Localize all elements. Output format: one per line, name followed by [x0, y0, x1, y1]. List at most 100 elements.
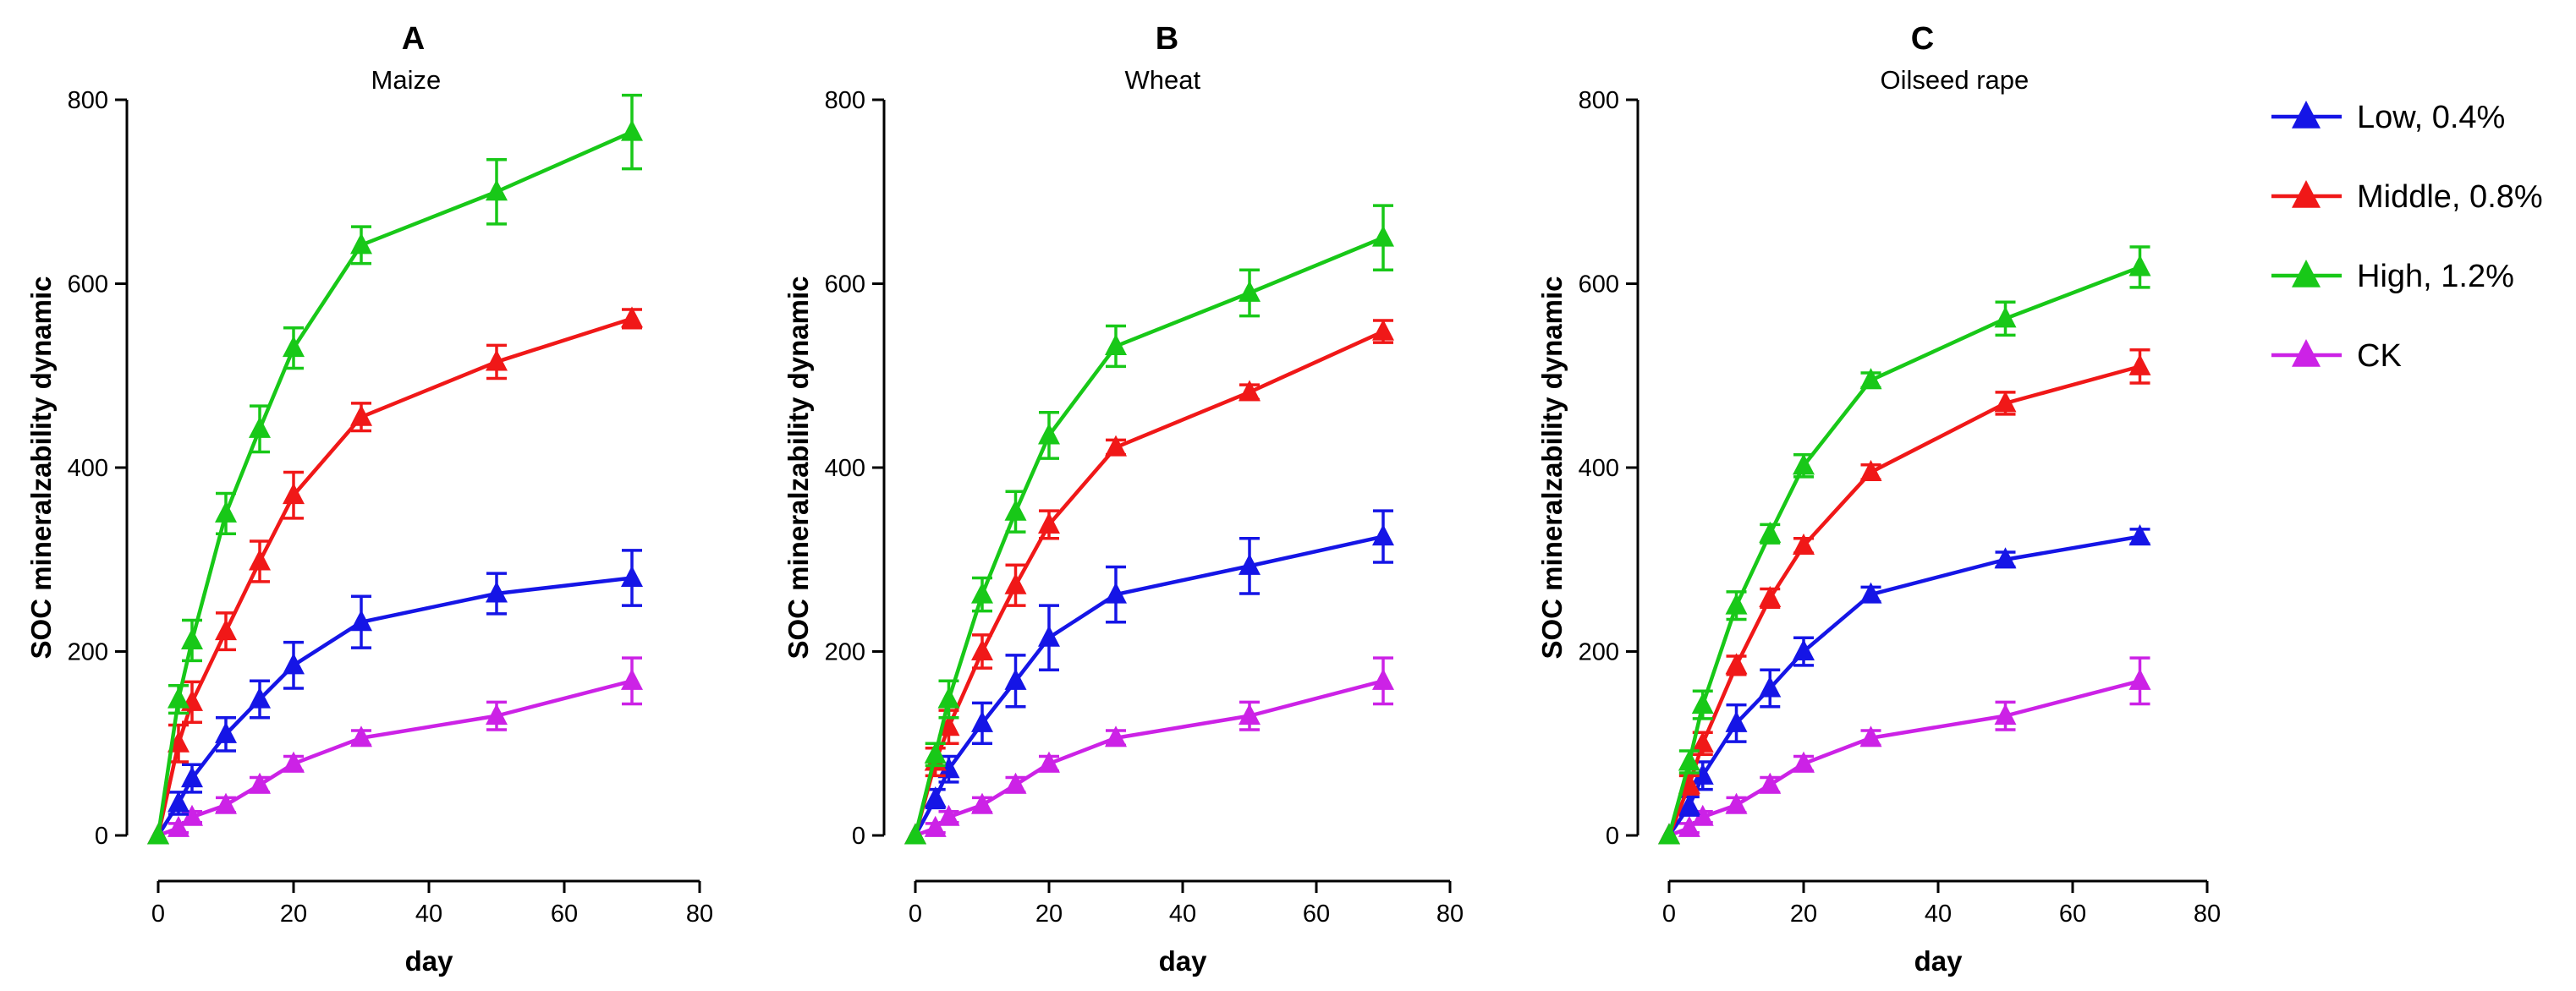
panel-b-series-high-1-2-line: [913, 236, 1384, 836]
panel-a-series-ck-point: [215, 792, 237, 814]
legend-triangle-icon: [2292, 101, 2321, 129]
panel-c-y-tick-label: 400: [1579, 455, 1619, 482]
panel-c-letter: C: [1911, 21, 1934, 57]
panel-c-series-ck-point: [1759, 772, 1782, 794]
panel-c-series-low-0-4-point: [1759, 676, 1782, 698]
panel-c-series-middle-0-8: [1658, 348, 2151, 845]
panel-b-x-tick-label: 0: [909, 901, 922, 928]
panel-a-series-high-1-2-point: [215, 501, 237, 523]
panel-b-series-high-1-2-point: [1239, 280, 1261, 302]
panel-b-series-high-1-2-point: [1372, 225, 1394, 247]
panel-a-series-low-0-4: [147, 549, 643, 845]
panel-c-series-low-0-4-point: [1994, 547, 2017, 569]
panel-c-y-tick-label: 200: [1579, 639, 1619, 666]
panel-c-x-tick-label: 80: [2194, 901, 2221, 928]
panel-a-series-middle-0-8-point: [486, 349, 508, 371]
panel-a-title: Maize: [371, 65, 442, 95]
panel-c-series-middle-0-8-point: [1793, 533, 1815, 555]
panel-a-series-high-1-2-point: [181, 627, 203, 649]
legend-triangle-icon: [2292, 339, 2321, 367]
legend-item-high-1-2: High, 1.2%: [2271, 259, 2514, 294]
panel-a-y-tick-label: 200: [68, 639, 108, 666]
panel-b-title: Wheat: [1125, 65, 1201, 95]
legend-triangle-icon: [2292, 260, 2321, 287]
panel-c-x-tick-label: 60: [2059, 901, 2086, 928]
panel-b-letter: B: [1156, 21, 1178, 57]
panel-c-series-ck-point: [1691, 804, 1714, 826]
panel-c-series-low-0-4-point: [1691, 763, 1714, 785]
panel-b-x-tick-label: 40: [1169, 901, 1196, 928]
panel-c-series-high-1-2-point: [1725, 593, 1748, 615]
panel-a-letter: A: [402, 21, 425, 57]
panel-a-y-tick-label: 800: [68, 87, 108, 114]
panel-b-series-middle-0-8-point: [1105, 435, 1127, 457]
panel-b-series-middle-0-8-point: [1372, 319, 1394, 341]
panel-c-series-low-0-4-point: [1725, 710, 1748, 732]
panel-a-series-low-0-4-point: [249, 687, 271, 709]
panel-a-series-ck-point: [486, 704, 508, 725]
panel-b-y-axis-title: SOC mineralzability dynamic: [783, 276, 814, 660]
panel-b-series-high-1-2-point: [904, 823, 926, 845]
panel-a-series-low-0-4-point: [181, 766, 203, 788]
panel-c-title: Oilseed rape: [1881, 65, 2029, 95]
legend-item-low-0-4: Low, 0.4%: [2271, 100, 2505, 135]
panel-b-series-low-0-4-point: [1038, 625, 1060, 647]
panel-b-series-low-0-4: [904, 509, 1394, 845]
panel-a-series-ck-point: [283, 751, 305, 773]
panel-b-series-middle-0-8: [904, 319, 1394, 845]
legend-triangle-icon: [2292, 180, 2321, 208]
panel-c-series-low-0-4-point: [1793, 638, 1815, 661]
panel-b-series-ck-point: [971, 792, 993, 814]
panel-c-series-middle-0-8-point: [1759, 585, 1782, 607]
panel-b-series-ck-point: [1038, 751, 1060, 773]
panel-a-series-low-0-4-point: [621, 565, 643, 588]
legend-item-middle-0-8: Middle, 0.8%: [2271, 179, 2543, 215]
panel-a-series-middle-0-8-point: [249, 549, 271, 571]
panel-c-series-high-1-2: [1658, 245, 2151, 845]
panel-c-series-middle-0-8-point: [2128, 353, 2151, 375]
panel-c-series-high-1-2-point: [2128, 255, 2151, 276]
panel-b-series-high-1-2-point: [1004, 499, 1027, 521]
panel-c-series-high-1-2-point: [1994, 306, 2017, 328]
panel-c-series-ck-point: [1725, 792, 1748, 814]
panel-b-series-ck-point: [937, 804, 960, 826]
panel-b-series-high-1-2-point: [924, 742, 947, 764]
panel-c-series-middle-0-8-point: [1859, 459, 1882, 481]
panel-c-series-ck-point: [1994, 704, 2017, 725]
panel-c-series-low-0-4-point: [2128, 524, 2151, 546]
panel-c-series-high-1-2-point: [1859, 368, 1882, 390]
panel-b-x-tick-label: 60: [1303, 901, 1330, 928]
panel-c-series-low-0-4-line: [1667, 534, 2140, 837]
panel-b: B Wheat 0 200 400 600 800 0 20 40 60 80 day SOC miner…: [783, 21, 1464, 977]
panel-a-x-tick-label: 80: [686, 901, 713, 928]
panel-b-x-axis-title: day: [1159, 945, 1208, 977]
panel-c-series-ck-point: [1793, 751, 1815, 773]
panel-a-x-axis-title: day: [405, 945, 454, 977]
legend: Low, 0.4% Middle, 0.8% High, 1.2% CK: [2271, 100, 2543, 374]
panel-c-series-ck-point: [1678, 815, 1700, 837]
panel-a-series-ck-point: [249, 772, 271, 794]
panel-a-series-high-1-2-point: [249, 416, 271, 438]
panel-a-y-tick-label: 0: [95, 823, 108, 850]
panel-c-y-axis-title: SOC mineralzability dynamic: [1536, 276, 1568, 660]
panel-b-series-low-0-4-point: [937, 757, 960, 779]
panel-a-series-middle-0-8: [147, 306, 643, 845]
panel-a-series-middle-0-8-line: [156, 316, 633, 836]
panel-a-series-middle-0-8-point: [215, 619, 237, 641]
legend-label: Low, 0.4%: [2357, 100, 2505, 135]
panel-c-series-ck-point: [1859, 725, 1882, 747]
panel-a-series-ck-point: [621, 668, 643, 690]
panel-b-series-low-0-4-point: [971, 710, 993, 732]
panel-c-series-high-1-2-point: [1678, 749, 1700, 771]
panel-a-series-high-1-2-point: [168, 687, 189, 709]
panel-c-series-low-0-4: [1658, 524, 2151, 845]
panel-b-series-high-1-2-point: [1105, 333, 1127, 355]
panel-b-y-tick-label: 400: [825, 455, 865, 482]
panel-c-series-middle-0-8-point: [1691, 731, 1714, 753]
panel-b-series-low-0-4-point: [1372, 524, 1394, 546]
panel-c-series-high-1-2-point: [1793, 453, 1815, 475]
panel-b-series-high-1-2-point: [971, 582, 993, 604]
panel-b-series-ck-point: [924, 815, 947, 837]
panel-c-series-ck: [1658, 656, 2151, 845]
